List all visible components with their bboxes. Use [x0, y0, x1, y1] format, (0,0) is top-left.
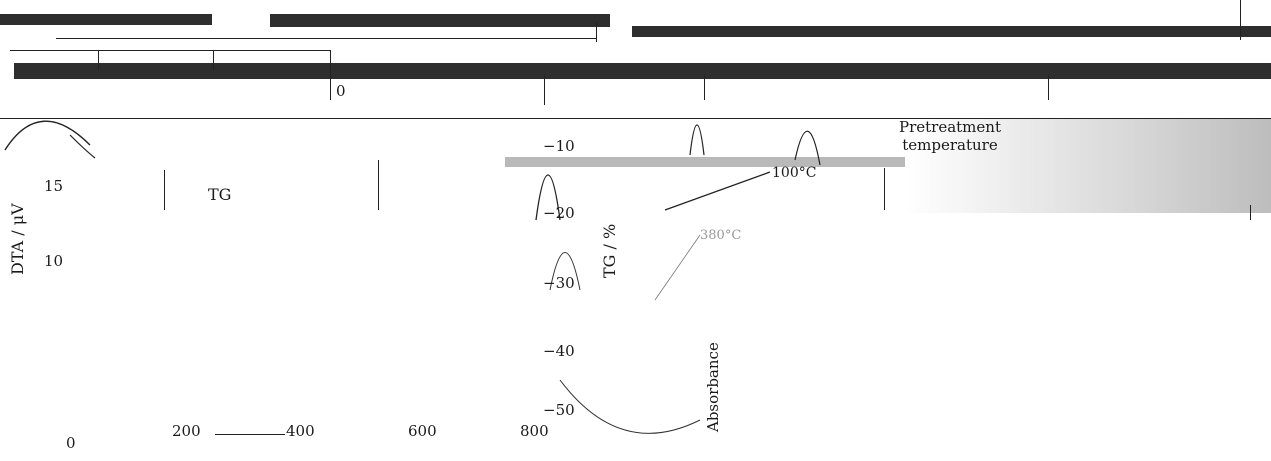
right-tick-minus20: −20 [543, 204, 575, 222]
tick-i [884, 168, 885, 210]
rule-short-bottom [215, 434, 285, 435]
axis-left [164, 170, 165, 210]
x-tick-0: 0 [66, 434, 76, 452]
tg-peak-1 [535, 174, 561, 221]
tg-series-label: TG [208, 185, 232, 204]
absorbance-curve [559, 379, 701, 434]
annotation-arrow [664, 171, 771, 211]
scan-band-wide [14, 63, 1271, 79]
scan-band-top-mid [270, 14, 610, 27]
rule-upper [10, 50, 330, 51]
right-tick-0: 0 [336, 82, 346, 100]
dta-axis-label: DTA / μV [8, 203, 27, 275]
tg-peak-3 [794, 130, 821, 166]
x-tick-400: 400 [286, 422, 315, 440]
tick-h [1048, 75, 1049, 100]
tick-k [1250, 205, 1251, 220]
scan-band-top-right [632, 26, 1271, 37]
right-tick-minus40: −40 [543, 342, 575, 360]
tick-e [544, 75, 545, 105]
scan-band-gray [505, 157, 905, 167]
tick-b [213, 50, 214, 70]
left-tick-15: 15 [44, 177, 64, 195]
legend-title: Pretreatment temperature [899, 118, 1001, 154]
tick-j [1240, 0, 1241, 40]
dta-curve-arc [4, 120, 91, 151]
rule-main [0, 118, 1271, 119]
tick-f [596, 22, 597, 42]
tg-peak-2 [689, 124, 705, 156]
annotation-arrow-380 [654, 234, 701, 301]
left-tick-10: 10 [44, 252, 64, 270]
absorbance-axis-label: Absorbance [704, 342, 722, 432]
tick-a [98, 50, 99, 70]
annotation-380c: 380°C [700, 228, 742, 243]
right-tick-minus50: −50 [543, 401, 575, 419]
scan-band-top-left [0, 14, 212, 25]
tg-peak-4 [549, 252, 581, 291]
tick-c [330, 50, 331, 100]
x-tick-800: 800 [520, 422, 549, 440]
annotation-100c: 100°C [772, 165, 817, 181]
scan-fade-right [905, 118, 1271, 213]
tick-d [378, 160, 379, 210]
tg-axis-label: TG / % [600, 223, 619, 278]
right-tick-minus30: −30 [543, 274, 575, 292]
x-tick-600: 600 [408, 422, 437, 440]
x-tick-200: 200 [172, 422, 201, 440]
right-tick-minus10: −10 [543, 137, 575, 155]
rule-top [56, 38, 596, 39]
tick-g [704, 75, 705, 100]
dta-curve-tail [69, 134, 96, 159]
